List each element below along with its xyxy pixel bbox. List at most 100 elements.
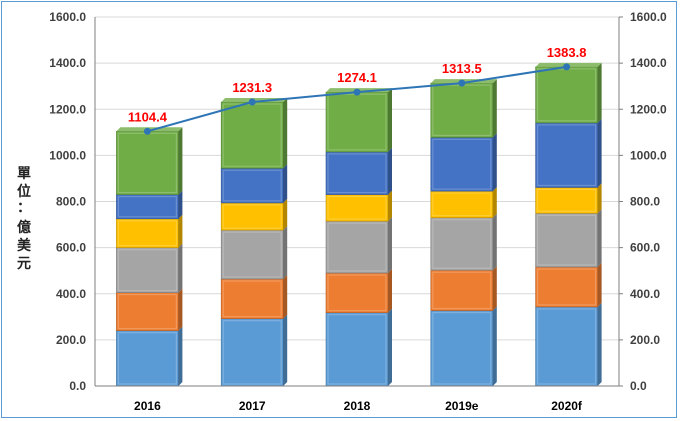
y-tick-label: 0.0 — [69, 379, 86, 393]
bar-segment — [220, 167, 284, 204]
y2-tick-label: 800.0 — [630, 195, 660, 209]
bar-segment — [116, 292, 179, 331]
total-label: 1313.5 — [442, 61, 482, 76]
bar-segment — [325, 220, 389, 274]
x-tick-label: 2020f — [551, 399, 583, 413]
y-tick-label: 1000.0 — [49, 148, 86, 162]
bar-segment — [116, 247, 179, 293]
bar-segment — [535, 266, 598, 308]
bar-segment-bevel — [536, 214, 597, 266]
bar-segment-bevel — [432, 138, 492, 190]
x-tick-label: 2017 — [239, 399, 266, 413]
bar-segment-bevel — [327, 222, 387, 272]
bar-segment-bevel — [222, 280, 282, 318]
total-point — [563, 63, 571, 71]
total-label: 1383.8 — [547, 45, 587, 60]
bar-segment-side — [283, 226, 288, 279]
bar-segment — [325, 194, 389, 222]
bar-segment — [220, 278, 284, 319]
total-label: 1104.4 — [128, 109, 168, 124]
axes: 0.0 200.0 400.0 600.0 800.0 1000.0 1200.0 1400.… — [49, 10, 667, 413]
bar-segment — [220, 202, 284, 231]
bar-segment-bevel — [536, 124, 597, 187]
x-tick-label: 2019e — [445, 399, 479, 413]
y2-tick-label: 400.0 — [630, 287, 660, 301]
y-axis-label-char: 單 — [17, 166, 31, 182]
total-point — [143, 127, 151, 135]
total-line: 1104.4 1231.3 1274.1 1313.5 1383.8 — [128, 45, 587, 135]
y2-tick-label: 1400.0 — [630, 56, 667, 70]
bar-segment-side — [283, 274, 288, 319]
bar-segment-side — [283, 98, 288, 169]
bar-segment — [325, 272, 389, 313]
bar-segment-side — [388, 190, 392, 222]
bar-segment — [116, 218, 179, 248]
bar-segment-bevel — [327, 195, 387, 220]
bar-segment — [325, 151, 389, 195]
bar-segment-bevel — [327, 314, 387, 385]
bar-segment-bevel — [222, 169, 282, 202]
bar-segment-bevel — [327, 153, 387, 194]
bar-segment-bevel — [432, 219, 492, 269]
bar-segment — [116, 194, 179, 220]
bar-segment-bevel — [117, 195, 178, 218]
bar-segment-side — [492, 133, 497, 192]
bar-segment-bevel — [536, 268, 597, 306]
y-axis-label-char: ： — [17, 200, 31, 216]
bar-segment — [220, 318, 284, 387]
bar-segment — [430, 137, 494, 192]
bar-segment-bevel — [117, 220, 178, 247]
bar-segment-bevel — [117, 293, 178, 330]
total-point — [353, 88, 361, 96]
y-tick-label: 1400.0 — [49, 56, 86, 70]
y2-tick-label: 1000.0 — [630, 148, 667, 162]
x-tick-label: 2016 — [134, 399, 161, 413]
bar-segment — [430, 217, 494, 271]
bar-segment-side — [178, 288, 183, 331]
bar-segment-side — [388, 268, 392, 313]
bar-segment-side — [597, 62, 602, 123]
bar-segment-side — [388, 147, 392, 195]
bar-segment-bevel — [432, 271, 492, 310]
bar-segment-side — [492, 79, 497, 138]
bar-segment — [325, 312, 389, 387]
bar-segment-side — [178, 243, 183, 293]
bar-segment — [430, 190, 494, 218]
bar-segment-side — [597, 118, 602, 188]
bar-segment-bevel — [432, 311, 492, 385]
x-tick-label: 2018 — [344, 399, 371, 413]
bar-segment-side — [178, 326, 183, 386]
total-point — [248, 98, 256, 106]
bar-segment — [535, 306, 598, 387]
y-tick-label: 800.0 — [56, 195, 86, 209]
bar-segment-bevel — [536, 308, 597, 385]
bar-segment-side — [283, 198, 288, 231]
bar-segment-side — [388, 308, 392, 386]
y-axis-label: 單位： 億美元 — [17, 166, 32, 272]
y2-tick-label: 200.0 — [630, 333, 660, 347]
bar-segment — [430, 269, 494, 311]
bar-segment — [535, 66, 598, 124]
bar-segment-side — [388, 217, 392, 273]
bar-segment-side — [178, 190, 183, 219]
bar-segment-bevel — [117, 332, 178, 385]
bar-segment-side — [492, 213, 497, 271]
bar-segment-bevel — [222, 320, 282, 385]
bar-segment — [220, 101, 284, 169]
bar-segment-side — [597, 209, 602, 267]
y-axis-label-char: 位 — [17, 183, 31, 200]
bar-segment-side — [178, 127, 183, 195]
bar-segment-side — [597, 302, 602, 386]
bar-segment-bevel — [222, 204, 282, 229]
bar-segment — [535, 187, 598, 214]
bar-segment-side — [283, 164, 288, 203]
y-tick-label: 1600.0 — [49, 10, 86, 24]
bar-segment-side — [492, 306, 497, 386]
total-label: 1274.1 — [337, 70, 377, 85]
bar-segment — [535, 122, 598, 188]
bar-segment-side — [597, 183, 602, 214]
y-axis-label-char: 億 — [17, 219, 31, 236]
bar-stacks — [116, 62, 602, 387]
